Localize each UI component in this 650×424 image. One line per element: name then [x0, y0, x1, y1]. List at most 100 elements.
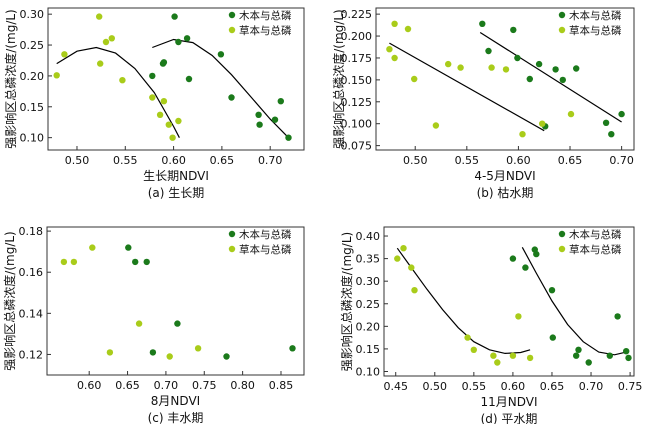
x-tick-label: 0.65 — [210, 154, 235, 167]
x-tick-label: 0.70 — [579, 380, 604, 393]
fit-curve — [396, 247, 531, 355]
y-tick-label: 0.10 — [20, 132, 45, 145]
y-tick-label: 0.200 — [341, 30, 373, 43]
woody-point — [606, 352, 613, 359]
woody-point — [548, 287, 556, 294]
legend-label: 草本与总磷 — [569, 24, 622, 37]
panel-3: 0.60 0.65 0.70 0.75 0.80 0.85 0.12 0.14 0.16 0.18… — [2, 225, 305, 424]
y-tick-label: 0.30 — [356, 275, 381, 288]
herb-point — [391, 20, 398, 27]
woody-point — [160, 59, 168, 66]
woody-point — [533, 250, 540, 258]
panel-caption: (d) 平水期 — [481, 412, 538, 424]
woody-point — [573, 352, 580, 359]
woody-point — [256, 121, 263, 128]
y-tick-label: 0.225 — [341, 8, 373, 21]
legend-label: 木本与总磷 — [239, 9, 292, 22]
herb-point — [408, 264, 415, 271]
y-tick-label: 0.15 — [356, 343, 381, 356]
woody-point — [285, 134, 292, 141]
herb-point — [160, 98, 168, 105]
x-tick-label: 0.50 — [423, 380, 448, 393]
woody-point — [149, 72, 156, 80]
y-tick-label: 0.20 — [356, 320, 381, 333]
legend-label: 木本与总磷 — [239, 228, 292, 241]
legend-marker — [558, 26, 566, 34]
herb-point — [490, 352, 497, 359]
herb-point — [386, 46, 393, 53]
herb-point — [515, 313, 522, 320]
y-tick-label: 0.125 — [341, 96, 373, 109]
herb-point — [411, 75, 418, 83]
herb-point — [394, 255, 401, 262]
legend-label: 草本与总磷 — [239, 243, 292, 256]
x-tick-label: 0.65 — [558, 154, 583, 167]
x-tick-label: 0.85 — [269, 379, 294, 392]
herb-point — [175, 117, 182, 125]
panel-2: 0.50 0.55 0.60 0.65 0.70 0.075 0.100 0.125 0.150… — [331, 7, 635, 200]
woody-point — [185, 75, 193, 83]
y-axis-label: 强影响区总磷浓度/(mg/L) — [331, 9, 346, 148]
herb-point — [502, 66, 510, 73]
legend-marker — [228, 11, 236, 19]
x-tick-label: 0.65 — [540, 380, 565, 393]
herb-point — [519, 131, 526, 138]
legend-label: 木本与总磷 — [569, 9, 622, 22]
herb-point — [432, 122, 440, 129]
plot-frame — [47, 7, 305, 151]
herb-point — [53, 72, 60, 79]
x-tick-label: 0.60 — [77, 379, 102, 392]
x-tick-label: 0.55 — [455, 154, 480, 167]
y-axis-label: 强影响区总磷浓度/(mg/L) — [3, 9, 18, 148]
herb-point — [567, 110, 575, 118]
x-tick-label: 0.55 — [113, 154, 138, 167]
woody-point — [479, 20, 486, 27]
woody-point — [171, 13, 178, 20]
y-tick-label: 0.16 — [19, 266, 44, 279]
herb-point — [156, 111, 164, 119]
herb-point — [494, 359, 501, 366]
y-tick-label: 0.18 — [19, 225, 44, 238]
herb-point — [96, 13, 103, 20]
y-tick-label: 0.40 — [356, 230, 381, 243]
x-tick-label: 0.75 — [618, 380, 643, 393]
woody-point — [535, 60, 543, 68]
woody-point — [271, 116, 279, 123]
plot-frame — [46, 226, 305, 376]
y-tick-label: 0.075 — [341, 140, 373, 153]
herb-point — [165, 121, 172, 128]
x-tick-label: 0.70 — [154, 379, 179, 392]
herb-point — [445, 60, 452, 68]
y-tick-label: 0.20 — [20, 70, 45, 83]
woody-point — [485, 47, 492, 55]
woody-point — [549, 334, 556, 341]
herb-point — [391, 54, 398, 62]
herb-point — [194, 345, 202, 352]
x-tick-label: 0.60 — [161, 154, 186, 167]
herb-point — [404, 25, 412, 33]
fit-curve — [479, 31, 622, 123]
woody-point — [143, 258, 150, 266]
legend-label: 草本与总磷 — [569, 243, 622, 256]
y-tick-label: 0.175 — [341, 52, 373, 65]
legend-marker — [228, 245, 236, 253]
woody-point — [552, 66, 559, 73]
woody-point — [509, 255, 517, 262]
legend-marker — [228, 26, 236, 34]
woody-point — [183, 35, 191, 42]
herb-point — [89, 244, 96, 251]
y-tick-label: 0.100 — [341, 118, 373, 131]
herb-point — [70, 258, 78, 266]
legend-marker — [558, 245, 566, 253]
herb-point — [169, 134, 176, 141]
woody-point — [585, 359, 592, 366]
x-tick-label: 0.50 — [65, 154, 90, 167]
herb-point — [526, 354, 534, 362]
herb-point — [135, 320, 143, 327]
y-tick-label: 0.30 — [20, 8, 45, 21]
x-axis-label: 11月NDVI — [480, 395, 537, 409]
herb-point — [464, 334, 471, 341]
legend-marker — [228, 230, 236, 238]
y-axis-label: 强影响区总磷浓度/(mg/L) — [2, 231, 17, 370]
